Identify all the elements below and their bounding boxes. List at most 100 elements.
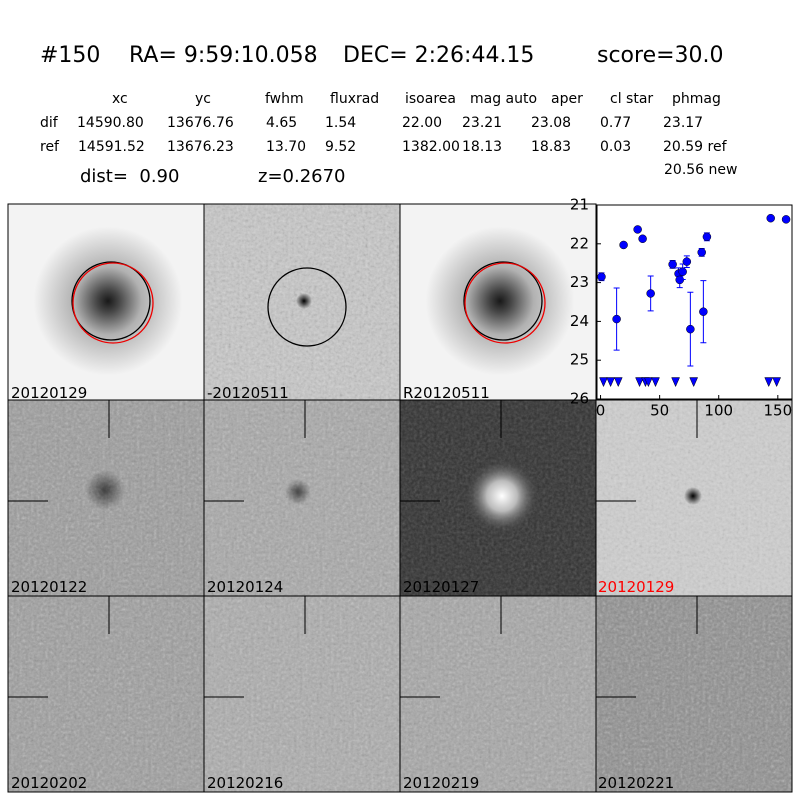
column-header: phmag (672, 91, 721, 107)
point (619, 240, 628, 250)
point (697, 248, 706, 257)
stamp-label: 20120127 (403, 578, 479, 596)
stamp-label: 20120129 (598, 578, 674, 596)
source (296, 293, 312, 309)
table: xc yc fwhm fluxrad isoarea mag auto aper cl sta… (40, 91, 728, 155)
upper-limit (671, 377, 680, 388)
ra: RA= 9:59:10.058 (129, 43, 318, 68)
row-label: dif (40, 115, 59, 131)
noise (8, 596, 204, 792)
circle (463, 261, 543, 341)
circle (464, 262, 546, 344)
upper-limit (635, 377, 644, 388)
upper-limit (606, 377, 615, 388)
plot-area (596, 204, 793, 400)
table-cell: 13676.76 (167, 115, 234, 131)
point (699, 307, 708, 316)
upper-limit (689, 377, 699, 388)
noise (596, 596, 792, 792)
candidate-id: #150 (40, 43, 100, 68)
score: score=30.0 (597, 43, 724, 68)
redshift: z=0.2670 (258, 166, 346, 187)
x-tick-label: 150 (763, 402, 792, 420)
stamp-label: R20120511 (403, 384, 490, 402)
noise (400, 596, 596, 792)
light-curve: 21 22 23 24 25 26 0 50 100 150 (570, 196, 793, 420)
source (464, 458, 540, 534)
x-tick-label: 50 (650, 402, 669, 420)
dec: DEC= 2:26:44.15 (343, 43, 534, 68)
column-header: mag auto (470, 91, 537, 107)
header: #150 RA= 9:59:10.058 DEC= 2:26:44.15 sco… (40, 43, 737, 187)
source (85, 470, 125, 510)
table-cell: 18.83 (531, 139, 571, 155)
point (682, 257, 692, 266)
upper-limit (644, 377, 653, 388)
point (678, 267, 687, 276)
x-tick-label: 0 (596, 402, 606, 420)
upper-limit (772, 377, 782, 388)
table-cell: 13676.23 (167, 139, 234, 155)
stamp-label: 20120202 (11, 774, 87, 792)
circle (72, 262, 154, 344)
table-note: 20.56 new (664, 162, 737, 178)
noise (204, 596, 400, 792)
source (684, 487, 702, 505)
table-cell: 1.54 (325, 115, 356, 131)
table-cell: 20.59 ref (663, 139, 728, 155)
table-cell: 14590.80 (77, 115, 144, 131)
galaxy (425, 226, 575, 376)
point (781, 215, 791, 224)
stamps: 20120129 -20120511 R20120511 20120122 20… (7, 203, 793, 793)
column-header: fluxrad (330, 91, 379, 107)
y-tick-label: 23 (570, 273, 589, 291)
point (633, 225, 642, 234)
frames (7, 203, 793, 793)
dist: dist= 0.90 (80, 166, 179, 187)
point (686, 324, 695, 334)
column-header: fwhm (265, 91, 304, 107)
table-cell: 4.65 (266, 115, 297, 131)
upper-limit (613, 377, 623, 388)
point (668, 260, 677, 269)
column-header: isoarea (405, 91, 456, 107)
table-cell: 1382.00 (402, 139, 460, 155)
y-tick-label: 25 (570, 351, 589, 369)
point (638, 234, 647, 244)
y-tick-label: 22 (570, 234, 589, 252)
column-header: yc (195, 91, 211, 107)
upper-limit (599, 377, 608, 388)
galaxy (33, 226, 183, 376)
column-header: cl star (610, 91, 653, 107)
point (766, 213, 775, 223)
table-cell: 18.13 (462, 139, 502, 155)
table-cell: 23.08 (531, 115, 571, 131)
row-label: ref (40, 139, 60, 155)
table-cell: 0.77 (600, 115, 631, 131)
y-tick-label: 24 (570, 312, 589, 330)
table-cell: 14591.52 (78, 139, 145, 155)
table-cell: 23.21 (462, 115, 502, 131)
table-cell: 9.52 (325, 139, 356, 155)
upper-limit (764, 377, 774, 388)
x-tick-label: 100 (704, 402, 733, 420)
table-cell: 23.17 (663, 115, 703, 131)
stamp-label: 20120124 (207, 578, 283, 596)
source (285, 479, 311, 505)
column-header: xc (112, 91, 128, 107)
circle (267, 267, 347, 347)
stamp-label: 20120216 (207, 774, 283, 792)
table-cell: 13.70 (266, 139, 306, 155)
circle (71, 261, 151, 341)
point (612, 314, 621, 324)
stamp-label: 20120129 (11, 384, 87, 402)
y-tick-label: 21 (570, 196, 589, 214)
stamp-label: 20120122 (11, 578, 87, 596)
column-header: aper (551, 91, 583, 107)
stamp-label: -20120511 (207, 384, 289, 402)
table-cell: 0.03 (600, 139, 631, 155)
stamp-label: 20120219 (403, 774, 479, 792)
point (702, 232, 712, 242)
